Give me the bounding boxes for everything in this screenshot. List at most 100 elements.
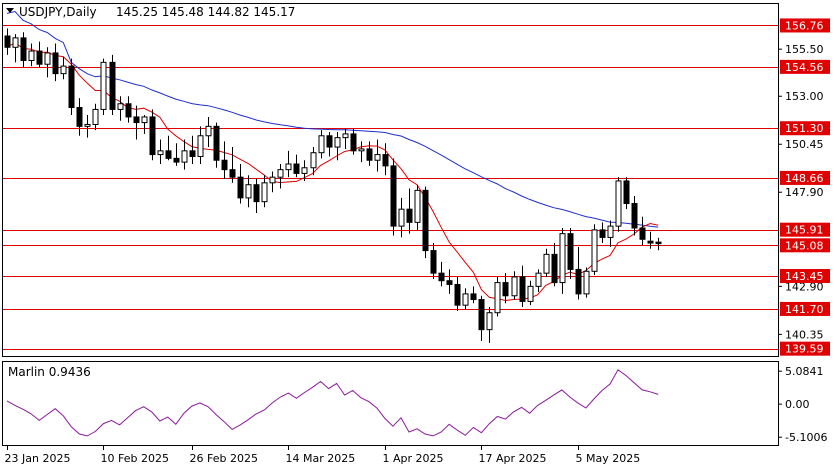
candle-body [4,35,11,48]
candle-body [261,182,268,203]
candle-body [141,116,148,124]
candle-body [269,176,276,184]
price-tick-label: 155.50 [785,43,824,56]
level-label: 151.30 [785,122,824,135]
candle-body [28,50,35,61]
marlin-oscillator [6,369,659,437]
candle-body [197,135,204,157]
candle-body [44,52,51,65]
candles [4,28,662,343]
candle-body [358,148,365,152]
candle-body [68,65,75,109]
level-label-box [780,301,830,316]
candle-body [189,150,196,157]
date-tick-label: 23 Jan 2025 [5,452,71,465]
level-label: 148.66 [785,172,824,185]
candle-body [181,150,188,163]
candle-body [374,154,381,161]
oscillator-axis: 5.0841 0.00 -5.1006 [778,365,827,444]
marlin-label: Marlin 0.9436 [8,365,91,379]
candle-body [575,268,582,295]
candle-body [527,285,534,302]
candle-body [173,157,180,163]
symbol-timeframe: USDJPY,Daily [19,5,97,19]
candle-body [406,208,413,223]
level-label-box [780,121,830,136]
candle-body [334,137,341,148]
candle-body [149,116,156,156]
candle-body [52,52,59,75]
candle-body [478,299,485,331]
ma-red-line [6,42,659,302]
level-label-box [780,341,830,356]
candle-body [382,154,389,167]
candle-body [100,61,107,110]
candle-body [655,241,662,245]
marlin-line [6,369,659,437]
level-label: 154.56 [785,61,824,74]
candle-body [462,293,469,306]
candle-body [293,163,300,174]
candle-body [342,133,349,139]
price-tick-label: 153.00 [785,90,824,103]
candle-body [366,148,373,161]
candle-body [318,135,325,154]
level-label: 139.59 [785,343,824,356]
candle-body [92,108,99,125]
level-labels: 156.76 154.56 151.30 148.66 145.91 145.08 143.… [780,18,830,356]
candle-body [390,165,397,227]
candle-body [623,180,630,205]
price-axis: 155.50 153.00 150.45 147.90 142.90 140.35 [778,43,824,341]
candle-body [84,123,91,127]
candle-body [157,150,164,156]
candle-body [543,253,550,274]
level-label: 141.70 [785,303,824,316]
date-tick-label: 26 Feb 2025 [190,452,258,465]
candle-body [422,189,429,252]
triangle-down-icon[interactable] [6,8,14,13]
osc-tick-label: 5.0841 [785,365,824,378]
candle-body [446,280,453,285]
candle-body [414,189,421,223]
level-label-box [780,59,830,74]
candle-body [567,233,574,270]
candle-body [285,163,292,171]
level-label-box [780,238,830,253]
main-pane-frame [2,3,779,357]
candle-body [511,276,518,297]
candle-body [350,133,357,152]
date-axis: 23 Jan 2025 10 Feb 2025 26 Feb 2025 14 Mar … [5,445,640,465]
candle-body [165,150,172,159]
candle-body [647,240,654,244]
candle-body [36,50,43,65]
candle-body [615,180,622,227]
candle-body [454,283,461,306]
date-tick-label: 14 Mar 2025 [286,452,356,465]
candle-body [125,103,132,118]
candle-body [502,282,509,297]
candle-body [117,103,124,110]
candle-body [583,270,590,295]
ma-blue-line [6,10,659,228]
candle-body [301,167,308,174]
candle-body [486,312,493,331]
level-label-box [780,269,830,283]
price-tick-label: 147.90 [785,186,824,199]
candle-body [438,272,445,282]
date-tick-label: 17 Apr 2025 [479,452,547,465]
level-label: 145.91 [785,224,824,237]
candle-body [76,107,83,127]
osc-tick-label: -5.1006 [785,431,827,444]
osc-tick-label: 0.00 [785,398,810,411]
level-label: 145.08 [785,239,824,252]
candle-body [213,125,220,161]
candle-body [221,159,228,171]
candle-body [245,184,252,199]
candle-body [607,225,614,238]
candle-body [519,276,526,302]
candle-body [535,272,542,287]
candle-body [60,65,67,75]
candle-body [470,293,477,301]
candle-body [639,227,646,240]
